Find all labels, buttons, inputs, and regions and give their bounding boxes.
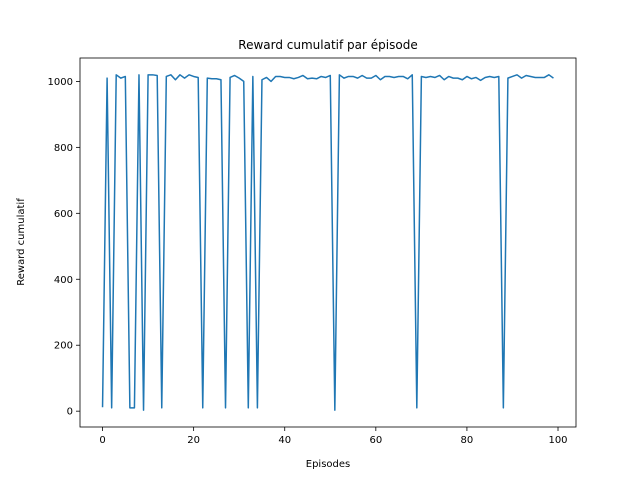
y-axis-label: Reward cumulatif — [16, 198, 27, 286]
x-tick-label: 60 — [369, 435, 382, 446]
x-tick-label: 20 — [187, 435, 200, 446]
chart-title: Reward cumulatif par épisode — [238, 38, 417, 52]
y-tick-label: 1000 — [48, 77, 73, 88]
plot-frame — [79, 57, 577, 428]
y-tick-label: 0 — [67, 407, 73, 418]
y-tick-label: 400 — [54, 275, 73, 286]
x-tick-label: 0 — [99, 435, 105, 446]
data-line — [101, 74, 554, 411]
y-tick-label: 800 — [54, 143, 73, 154]
y-tick-label: 600 — [54, 209, 73, 220]
x-tick-label: 40 — [278, 435, 291, 446]
y-tick-label: 200 — [54, 341, 73, 352]
x-tick-label: 80 — [461, 435, 474, 446]
x-axis-label: Episodes — [306, 459, 350, 470]
x-tick-label: 100 — [548, 435, 567, 446]
